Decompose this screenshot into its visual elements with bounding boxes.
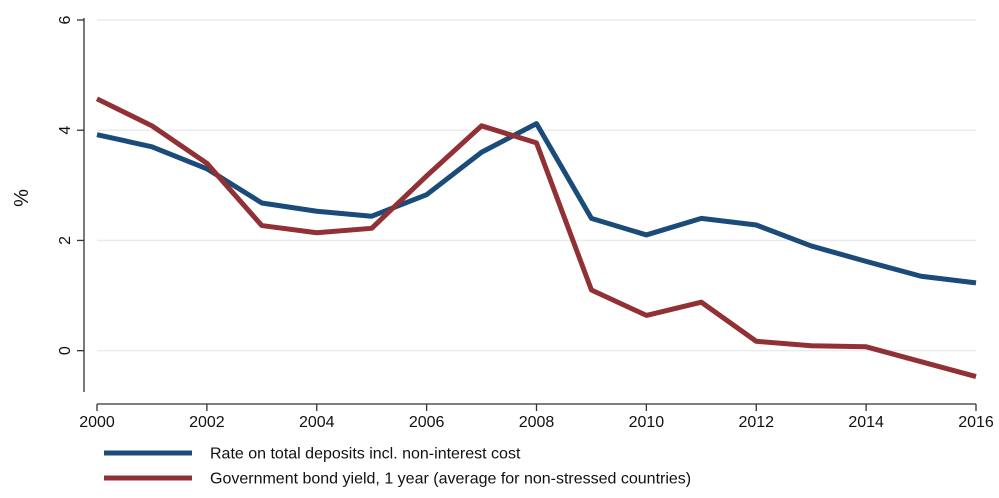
x-tick-label-2006: 2006 bbox=[409, 414, 445, 431]
x-tick-label-2004: 2004 bbox=[299, 414, 335, 431]
x-tick-label-2014: 2014 bbox=[848, 414, 884, 431]
series-line-1 bbox=[96, 121, 977, 286]
x-tick-label-2010: 2010 bbox=[629, 414, 665, 431]
legend: Rate on total deposits incl. non-interes… bbox=[104, 446, 691, 488]
y-axis-title: % bbox=[11, 189, 33, 207]
legend-label-1: Rate on total deposits incl. non-interes… bbox=[210, 446, 521, 463]
x-tick-label-2016: 2016 bbox=[958, 414, 994, 431]
x-tick-label-2000: 2000 bbox=[79, 414, 115, 431]
legend-label-2: Government bond yield, 1 year (average f… bbox=[210, 471, 691, 488]
x-tick-label-2012: 2012 bbox=[738, 414, 774, 431]
series-layer bbox=[95, 96, 977, 379]
x-tick-label-2008: 2008 bbox=[519, 414, 555, 431]
y-tick-label-0: 0 bbox=[57, 346, 74, 355]
x-tick-label-2002: 2002 bbox=[189, 414, 225, 431]
y-tick-label-2: 2 bbox=[57, 236, 74, 245]
grid-layer bbox=[97, 19, 976, 352]
y-tick-label-6: 6 bbox=[57, 15, 74, 24]
axes-layer: 0 2 4 6 2000 2002 2004 2006 2008 2010 2012 2014 2016… bbox=[11, 15, 994, 431]
series-line-2 bbox=[95, 96, 977, 379]
y-tick-label-4: 4 bbox=[57, 126, 74, 135]
